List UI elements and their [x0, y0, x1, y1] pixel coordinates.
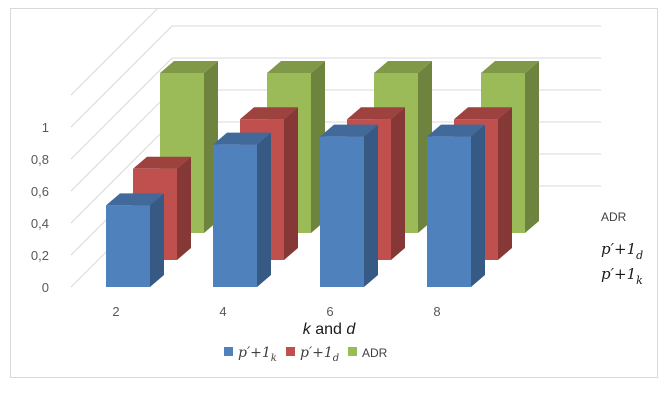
bar-top — [454, 107, 512, 120]
bar-front — [427, 136, 471, 287]
bar-top — [267, 61, 325, 73]
y-tick-label: 0,4 — [31, 216, 49, 231]
bar-top — [481, 61, 539, 73]
legend-label: p′+1k — [238, 345, 277, 364]
y-tick-label: 1 — [42, 120, 49, 135]
bar — [427, 124, 485, 287]
y-tick-label: 0,2 — [31, 248, 49, 263]
legend-item[interactable]: p′+1k — [224, 345, 277, 364]
x-tick-label: 4 — [219, 304, 226, 319]
series-axis-label: p′+1d — [601, 240, 643, 262]
bar — [320, 124, 378, 287]
bar-side — [177, 156, 191, 260]
bar-side — [257, 132, 271, 287]
legend-swatch — [224, 347, 233, 356]
bar-top — [240, 107, 298, 120]
bar-side — [284, 107, 298, 260]
bar-side — [150, 193, 164, 287]
bar-top — [160, 61, 218, 73]
y-tick-label: 0,8 — [31, 152, 49, 167]
x-tick-label: 8 — [433, 304, 440, 319]
bar-front — [106, 205, 150, 287]
bar-side — [498, 107, 512, 260]
bar — [106, 193, 164, 287]
bar-side — [364, 124, 378, 287]
bar-top — [133, 156, 191, 169]
gridline — [70, 25, 601, 128]
bar-top — [213, 132, 271, 145]
legend-swatch — [286, 347, 295, 356]
bar-top — [106, 193, 164, 206]
x-tick-labels: 2 4 6 8 — [112, 304, 440, 319]
bar-top — [374, 61, 432, 73]
bar-top — [427, 124, 485, 137]
series-axis-label: p′+1k — [601, 265, 643, 287]
y-tick-labels: 0 0,2 0,4 0,6 0,8 1 — [31, 120, 49, 295]
x-axis-title: k and d — [303, 321, 357, 338]
legend-item[interactable]: p′+1d — [286, 345, 339, 364]
legend-item[interactable]: ADR — [348, 346, 388, 360]
bar-side — [391, 107, 405, 260]
legend-swatch — [348, 347, 357, 356]
x-tick-label: 2 — [112, 304, 119, 319]
legend[interactable]: p′+1k p′+1d ADR — [224, 345, 388, 364]
x-tick-label: 6 — [326, 304, 333, 319]
chart-svg: 0 0,2 0,4 0,6 0,8 1 2 4 6 8 k and d p′+1k p′+1d AD… — [31, 9, 643, 364]
bar-side — [525, 61, 539, 233]
bar-side — [471, 124, 485, 287]
gridline — [70, 57, 601, 160]
series-axis-label: ADR — [601, 210, 627, 224]
gridline — [70, 9, 158, 96]
bar-top — [320, 124, 378, 137]
chart-frame: 0 0,2 0,4 0,6 0,8 1 2 4 6 8 k and d p′+1k p′+1d AD… — [10, 8, 658, 378]
bar-front — [213, 144, 257, 287]
legend-label: p′+1d — [300, 345, 339, 364]
series-axis-labels: p′+1k p′+1d ADR — [601, 210, 643, 287]
bar — [213, 132, 271, 287]
bars — [106, 61, 539, 287]
legend-label: ADR — [362, 346, 388, 360]
bar-top — [347, 107, 405, 120]
bar-front — [320, 136, 364, 287]
y-tick-label: 0 — [42, 280, 49, 295]
y-tick-label: 0,6 — [31, 184, 49, 199]
